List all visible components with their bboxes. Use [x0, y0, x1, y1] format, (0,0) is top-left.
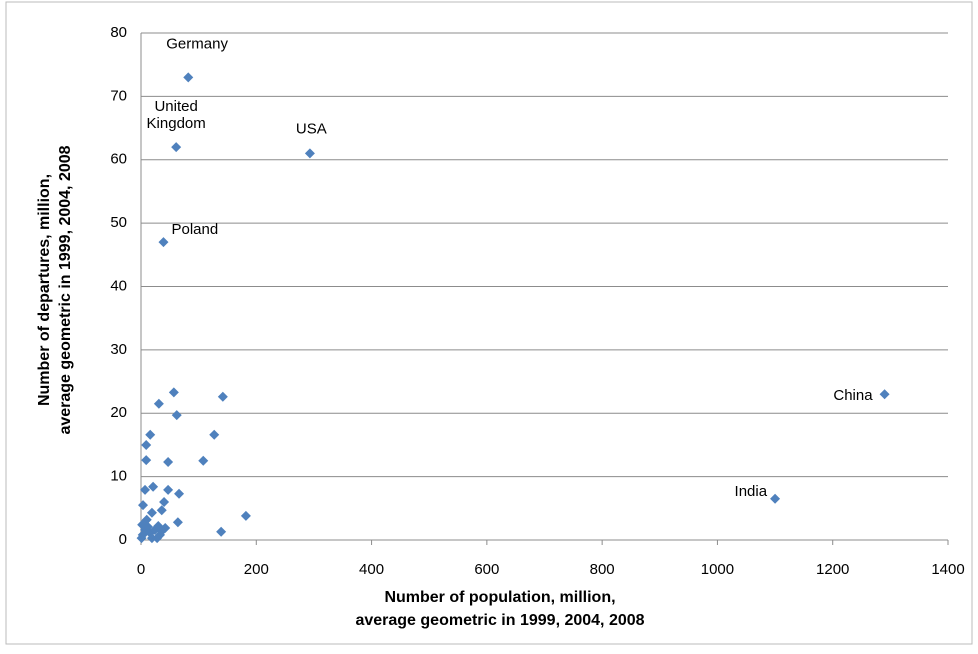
point-label: USA — [296, 120, 327, 137]
point — [146, 507, 157, 518]
point — [171, 410, 182, 421]
x-tick-label: 1000 — [701, 561, 734, 578]
point — [159, 496, 170, 507]
x-tick-label: 400 — [359, 561, 384, 578]
x-tick-label: 1400 — [931, 561, 964, 578]
point — [156, 526, 167, 537]
point — [217, 391, 228, 402]
point — [153, 398, 164, 409]
point — [145, 429, 156, 440]
point — [141, 439, 152, 450]
y-axis-title: Number of departures, million, — [36, 174, 53, 406]
point — [198, 455, 209, 466]
x-tick-label: 200 — [244, 561, 269, 578]
point — [156, 505, 167, 516]
y-tick-label: 70 — [110, 87, 127, 104]
x-axis-title: Number of population, million, — [384, 589, 615, 606]
y-axis-title: average geometric in 1999, 2004, 2008 — [57, 145, 74, 434]
point — [879, 389, 890, 400]
x-tick-label: 600 — [474, 561, 499, 578]
y-tick-label: 40 — [110, 277, 127, 294]
point-label: Germany — [166, 35, 228, 52]
point-label: United Kingdom — [147, 98, 206, 132]
point — [172, 517, 183, 528]
point-label: India — [735, 483, 768, 500]
y-tick-label: 80 — [110, 24, 127, 41]
x-tick-label: 800 — [590, 561, 615, 578]
x-tick-label: 0 — [137, 561, 145, 578]
y-tick-label: 20 — [110, 404, 127, 421]
point-label: China — [833, 387, 873, 404]
x-tick-label: 1200 — [816, 561, 849, 578]
point — [163, 457, 174, 468]
point — [152, 533, 163, 544]
point — [168, 387, 179, 398]
x-axis-title: average geometric in 1999, 2004, 2008 — [355, 612, 644, 629]
point — [209, 429, 220, 440]
point — [140, 484, 151, 495]
point — [141, 455, 152, 466]
point-label: Poland — [171, 221, 218, 238]
y-tick-label: 50 — [110, 214, 127, 231]
point — [137, 519, 148, 530]
point — [770, 493, 781, 504]
y-tick-label: 30 — [110, 341, 127, 358]
point — [240, 510, 251, 521]
y-tick-label: 10 — [110, 468, 127, 485]
point — [146, 533, 157, 544]
point — [163, 484, 174, 495]
point — [174, 488, 185, 499]
point — [183, 72, 194, 83]
y-tick-label: 0 — [119, 531, 127, 548]
point — [216, 526, 227, 537]
point — [304, 148, 315, 159]
point — [171, 142, 182, 153]
point — [138, 500, 149, 511]
point — [158, 237, 169, 248]
point — [148, 481, 159, 492]
chart-frame — [5, 1, 973, 645]
y-tick-label: 60 — [110, 151, 127, 168]
